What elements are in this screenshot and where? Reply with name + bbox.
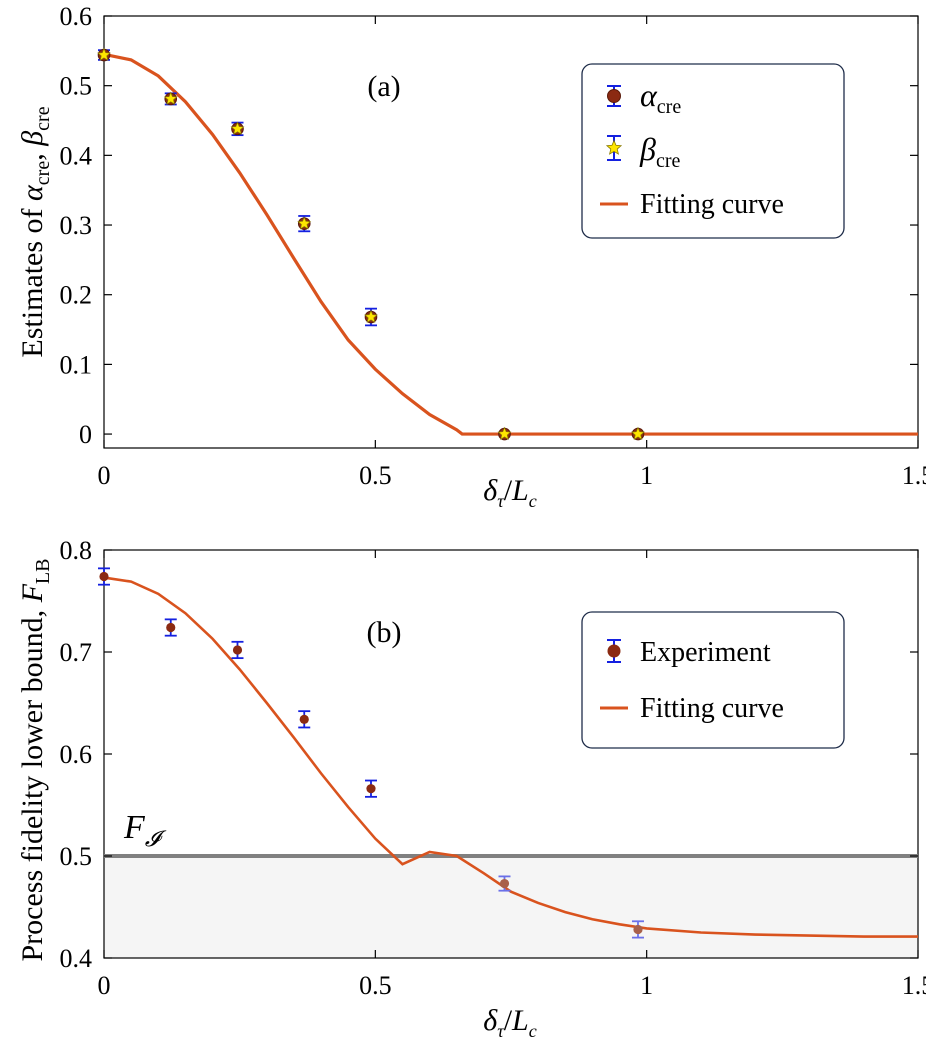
- legend-marker-beta: [605, 139, 623, 155]
- x-tick-label: 1: [640, 461, 653, 490]
- y-tick-label: 0.5: [60, 842, 93, 871]
- y-tick-label: 0.7: [60, 638, 93, 667]
- legend-b: Experiment Fitting curve: [581, 611, 845, 749]
- data-point-beta: [230, 121, 245, 135]
- panel-label-a: (a): [367, 70, 400, 103]
- data-point-beta: [297, 216, 312, 230]
- legend-marker-experiment: [607, 644, 621, 658]
- ticks-b: 0 0.5 1 1.5 0.4 0.5 0.6 0.7 0.8: [60, 536, 926, 1000]
- data-point-experiment: [99, 571, 109, 582]
- fitting-curve-line: [103, 576, 918, 938]
- data-point-beta: [163, 91, 178, 105]
- y-tick-label: 0.6: [60, 2, 93, 31]
- svg-text:Process fidelity lower bound,: Process fidelity lower bound, FLB: [16, 559, 54, 962]
- threshold-label: F𝓘: [123, 809, 167, 851]
- data-point-beta: [97, 47, 111, 61]
- legend-a: αcre βcre Fitting curve: [581, 63, 845, 239]
- data-point-beta: [497, 426, 512, 440]
- data-point-experiment: [166, 622, 176, 633]
- data-point-experiment: [633, 924, 643, 935]
- y-tick-label: 0.6: [60, 740, 93, 769]
- data-point-experiment: [366, 784, 376, 794]
- legend-entry-fit-a: Fitting curve: [600, 189, 784, 220]
- legend-entry-beta: βcre: [605, 131, 680, 172]
- y-axis-label-a: Estimates of αcre, βcre: [16, 106, 54, 357]
- x-tick-label: 0.5: [359, 971, 392, 1000]
- y-tick-label: 0.1: [60, 350, 93, 379]
- x-tick-label: 0: [98, 461, 111, 490]
- svg-text:βcre: βcre: [639, 131, 680, 172]
- y-tick-label: 0.8: [60, 536, 93, 565]
- y-tick-label: 0.4: [60, 141, 93, 170]
- svg-text:Fitting curve: Fitting curve: [640, 693, 784, 724]
- panel-label-b: (b): [367, 616, 402, 649]
- svg-text:Estimates of αcre, βcre: Estimates of αcre, βcre: [16, 106, 54, 357]
- y-tick-label: 0.5: [60, 72, 93, 101]
- y-tick-label: 0.4: [60, 944, 93, 973]
- series-a: [97, 47, 918, 441]
- data-point-experiment: [299, 714, 309, 724]
- plot-frame-a: [103, 15, 919, 449]
- svg-text:δτ/Lc: δτ/Lc: [483, 1004, 536, 1041]
- ticks-a: 0 0.5 1 1.5 0 0.1 0.2 0.3 0.4 0.5 0.6: [60, 2, 926, 490]
- legend-marker-alpha: [607, 89, 621, 103]
- svg-text:αcre: αcre: [640, 77, 681, 118]
- legend-entry-alpha: αcre: [607, 77, 681, 118]
- x-tick-label: 1.5: [902, 461, 926, 490]
- legend-entry-experiment: Experiment: [607, 637, 771, 668]
- y-axis-label-b: Process fidelity lower bound, FLB: [16, 559, 54, 962]
- data-point-experiment: [499, 878, 510, 889]
- svg-text:Experiment: Experiment: [640, 637, 771, 668]
- fitting-curve-line: [103, 52, 918, 436]
- legend-entry-fit-b: Fitting curve: [600, 693, 784, 724]
- x-tick-label: 1: [640, 971, 653, 1000]
- y-tick-label: 0.2: [60, 281, 93, 310]
- below-threshold-region: [104, 856, 918, 958]
- legend-box-b: [581, 611, 845, 749]
- y-tick-label: 0: [79, 420, 92, 449]
- legend-box-a: [581, 63, 845, 239]
- data-point-beta: [364, 309, 378, 323]
- data-point-beta: [631, 426, 645, 440]
- data-point-experiment: [232, 645, 243, 655]
- series-b: [98, 567, 918, 939]
- panel-b: 0 0.5 1 1.5 0.4 0.5 0.6 0.7 0.8 (b) F𝓘 δτ/Lc Pro…: [16, 536, 926, 1041]
- x-tick-label: 1.5: [902, 971, 926, 1000]
- svg-text:δτ/Lc: δτ/Lc: [483, 474, 536, 511]
- y-tick-label: 0.3: [60, 211, 93, 240]
- x-axis-label-b: δτ/Lc: [483, 1004, 536, 1041]
- x-tick-label: 0.5: [359, 461, 392, 490]
- x-axis-label-a: δτ/Lc: [483, 474, 536, 511]
- svg-text:Fitting curve: Fitting curve: [640, 189, 784, 220]
- x-tick-label: 0: [98, 971, 111, 1000]
- panel-a: 0 0.5 1 1.5 0 0.1 0.2 0.3 0.4 0.5 0.6 (a) δτ/Lc Es…: [16, 2, 926, 511]
